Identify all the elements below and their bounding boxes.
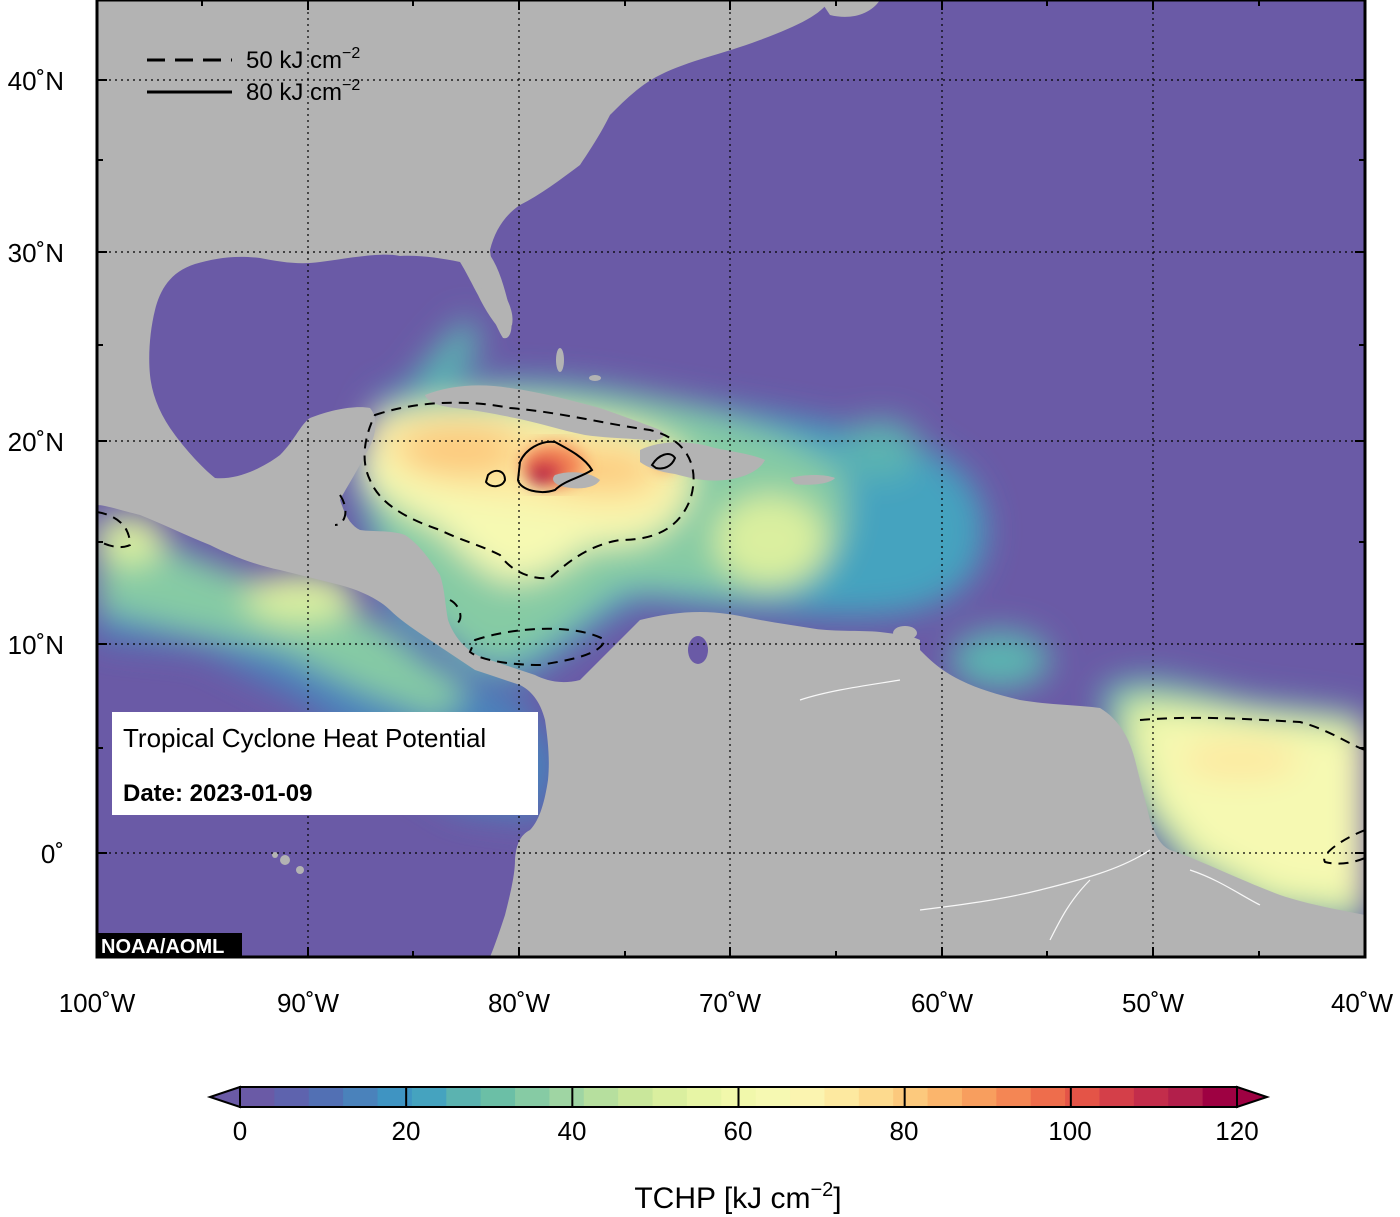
lake-maracaibo: [688, 636, 708, 664]
map-panel: 50 kJ cm−2 80 kJ cm−2 Tropical Cyclone H…: [97, 0, 1365, 958]
colorbar-cell: [1168, 1087, 1204, 1107]
colorbar-cell: [274, 1087, 310, 1107]
frame-ticks: [97, 0, 1365, 957]
colorbar-cell: [1030, 1087, 1066, 1107]
colorbar-title-sup: −2: [810, 1179, 833, 1201]
colorbar-min-arrow: [206, 1085, 241, 1109]
map-title: Tropical Cyclone Heat Potential: [123, 723, 486, 753]
legend-dashed-label: 50 kJ cm: [246, 47, 342, 74]
colorbar-cell: [343, 1087, 379, 1107]
colorbar-label-40: 40: [558, 1116, 587, 1146]
colorbar-cell: [686, 1087, 722, 1107]
colorbar-cell: [858, 1087, 894, 1107]
contour-50: [97, 401, 1365, 865]
colorbar-label-100: 100: [1048, 1116, 1091, 1146]
colorbar: 0 20 40 60 80 100 120 TCHP [kJ cm−2]: [206, 1085, 1271, 1215]
colorbar-cell: [480, 1087, 516, 1107]
title-box: Tropical Cyclone Heat Potential Date: 20…: [112, 712, 538, 815]
legend-dashed-sup: −2: [342, 45, 360, 62]
colorbar-cell: [549, 1087, 585, 1107]
colorbar-cell: [1065, 1087, 1101, 1107]
svg-text:80 kJ cm−2: 80 kJ cm−2: [246, 77, 360, 106]
lon-label-50w: 50˚W: [1122, 988, 1185, 1018]
lat-label-10n: 10˚N: [8, 630, 64, 660]
lat-label-0: 0˚: [41, 839, 64, 869]
colorbar-cell: [755, 1087, 791, 1107]
longitude-labels: 100˚W 90˚W 80˚W 70˚W 60˚W 50˚W 40˚W: [59, 988, 1394, 1018]
colorbar-cell: [961, 1087, 997, 1107]
lon-label-100w: 100˚W: [59, 988, 136, 1018]
colorbar-cell: [790, 1087, 826, 1107]
colorbar-label-120: 120: [1215, 1116, 1258, 1146]
colorbar-cell: [240, 1087, 275, 1107]
colorbar-label-0: 0: [233, 1116, 247, 1146]
colorbar-cell: [515, 1087, 551, 1107]
colorbar-cell: [377, 1087, 413, 1107]
svg-text:50 kJ cm−2: 50 kJ cm−2: [246, 45, 360, 74]
lon-label-70w: 70˚W: [699, 988, 762, 1018]
contour-legend: 50 kJ cm−2 80 kJ cm−2: [147, 45, 360, 106]
colorbar-cell: [996, 1087, 1032, 1107]
lon-label-90w: 90˚W: [277, 988, 340, 1018]
map-date: Date: 2023-01-09: [123, 780, 312, 807]
colorbar-label-20: 20: [392, 1116, 421, 1146]
colorbar-label-60: 60: [724, 1116, 753, 1146]
colorbar-cell: [411, 1087, 447, 1107]
colorbar-ticks: [239, 1087, 1238, 1107]
credit-text: NOAA/AOML: [101, 936, 224, 958]
colorbar-max-arrow: [1236, 1085, 1271, 1109]
colorbar-cell: [1099, 1087, 1135, 1107]
credit-badge: NOAA/AOML: [97, 933, 242, 958]
colorbar-cell: [652, 1087, 688, 1107]
legend-solid-label: 80 kJ cm: [246, 79, 342, 106]
colorbar-cell: [583, 1087, 619, 1107]
gridlines: [97, 0, 1365, 957]
colorbar-cell: [824, 1087, 860, 1107]
colorbar-cell: [927, 1087, 963, 1107]
lon-label-40w: 40˚W: [1331, 988, 1394, 1018]
colorbar-title: TCHP [kJ cm−2]: [634, 1179, 841, 1215]
lat-label-30n: 30˚N: [8, 238, 64, 268]
colorbar-cells: [240, 1087, 1238, 1107]
latitude-labels: 40˚N 30˚N 20˚N 10˚N 0˚: [8, 66, 64, 869]
colorbar-cell: [893, 1087, 929, 1107]
legend-solid-sup: −2: [342, 77, 360, 94]
colorbar-cell: [308, 1087, 344, 1107]
tchp-field: [97, 315, 1365, 930]
lat-label-40n: 40˚N: [8, 66, 64, 96]
colorbar-cell: [618, 1087, 654, 1107]
rivers: [799, 679, 1261, 941]
colorbar-cell: [446, 1087, 482, 1107]
colorbar-label-80: 80: [890, 1116, 919, 1146]
colorbar-tick-labels: 0 20 40 60 80 100 120: [233, 1116, 1259, 1146]
colorbar-title-end: ]: [833, 1182, 841, 1215]
lon-label-80w: 80˚W: [488, 988, 551, 1018]
colorbar-cell: [1133, 1087, 1169, 1107]
lat-label-20n: 20˚N: [8, 427, 64, 457]
colorbar-cell: [1202, 1087, 1238, 1107]
contour-80: [484, 440, 677, 493]
lon-label-60w: 60˚W: [911, 988, 974, 1018]
colorbar-title-main: TCHP [kJ cm: [634, 1182, 810, 1215]
